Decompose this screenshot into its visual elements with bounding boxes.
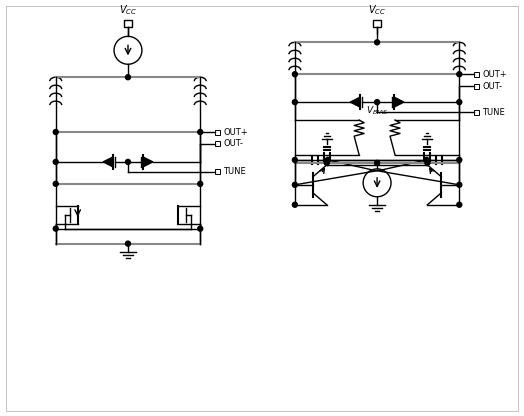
Circle shape xyxy=(457,157,462,162)
Circle shape xyxy=(53,129,58,134)
Circle shape xyxy=(457,99,462,104)
Circle shape xyxy=(198,181,203,186)
Circle shape xyxy=(53,181,58,186)
Circle shape xyxy=(457,182,462,187)
Circle shape xyxy=(125,75,130,80)
Circle shape xyxy=(292,157,298,162)
Circle shape xyxy=(198,129,203,134)
Circle shape xyxy=(292,202,298,207)
Circle shape xyxy=(457,202,462,207)
Circle shape xyxy=(53,226,58,231)
Bar xyxy=(215,141,220,146)
Bar xyxy=(474,109,479,114)
Circle shape xyxy=(375,99,379,104)
Bar xyxy=(215,129,220,134)
Text: $V_{CC}$: $V_{CC}$ xyxy=(368,4,386,17)
Circle shape xyxy=(325,157,330,162)
Circle shape xyxy=(198,226,203,231)
Circle shape xyxy=(292,182,298,187)
Bar xyxy=(373,20,381,27)
Polygon shape xyxy=(350,97,360,107)
Bar xyxy=(474,72,479,77)
Circle shape xyxy=(375,161,379,166)
Text: OUT-: OUT- xyxy=(223,139,243,149)
Circle shape xyxy=(125,241,130,246)
Text: TUNE: TUNE xyxy=(223,167,246,176)
Bar xyxy=(124,20,132,27)
Circle shape xyxy=(375,40,379,45)
Bar xyxy=(215,169,220,174)
Polygon shape xyxy=(394,97,404,107)
Circle shape xyxy=(53,159,58,164)
Text: OUT+: OUT+ xyxy=(223,128,248,136)
Text: OUT+: OUT+ xyxy=(482,70,507,79)
Circle shape xyxy=(125,159,130,164)
Bar xyxy=(474,84,479,89)
Circle shape xyxy=(324,161,329,166)
Circle shape xyxy=(424,157,429,162)
Text: OUT-: OUT- xyxy=(482,82,502,91)
Circle shape xyxy=(425,161,430,166)
Circle shape xyxy=(292,72,298,77)
Text: TUNE: TUNE xyxy=(482,108,505,116)
Text: $V_{CC}$: $V_{CC}$ xyxy=(119,4,137,17)
Text: $V_{BIAS}$: $V_{BIAS}$ xyxy=(366,104,388,117)
Polygon shape xyxy=(143,157,153,167)
Circle shape xyxy=(292,99,298,104)
Circle shape xyxy=(457,72,462,77)
Polygon shape xyxy=(103,157,113,167)
